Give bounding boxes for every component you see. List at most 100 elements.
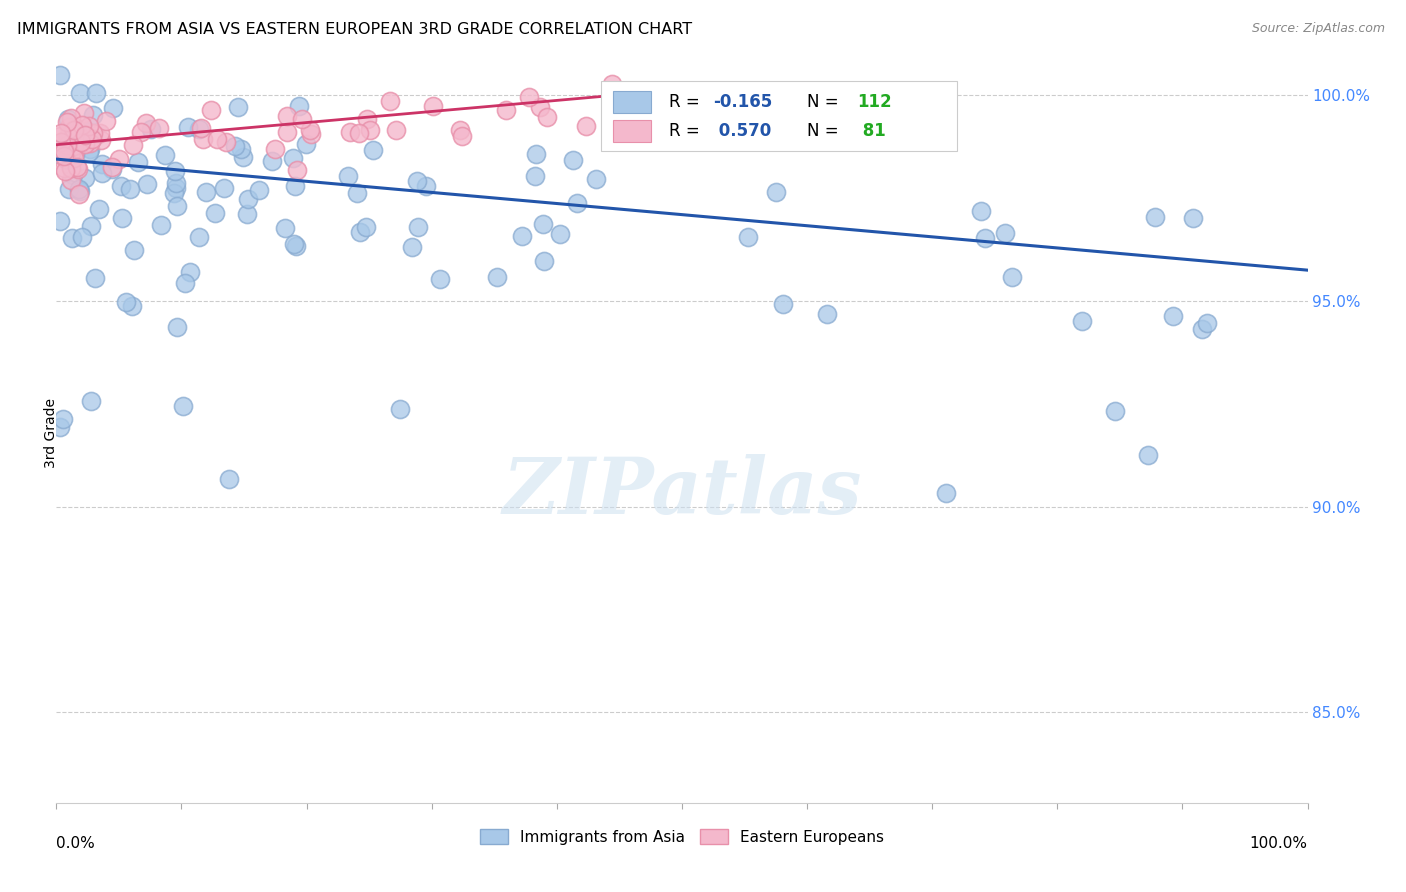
Point [129, 125, 152, 139]
Point [149, 219, 172, 233]
Point [58, 182, 80, 196]
Point [994, 226, 1017, 240]
Point [449, 123, 471, 137]
Text: 0.0%: 0.0% [56, 836, 96, 851]
Point [80, 219, 103, 233]
Point [96, 114, 118, 128]
Text: 0.570: 0.570 [713, 122, 772, 140]
Point [114, 294, 136, 309]
Point [339, 125, 361, 139]
Point [53, 163, 76, 178]
Point [80, 394, 103, 409]
Point [1104, 404, 1126, 418]
Point [136, 177, 159, 191]
Point [52, 142, 75, 156]
Point [59, 126, 82, 140]
Point [190, 120, 212, 135]
Point [176, 120, 198, 134]
Point [359, 123, 381, 137]
Point [205, 131, 228, 145]
Point [163, 186, 186, 201]
Point [512, 229, 534, 244]
Point [82, 131, 104, 145]
Point [101, 160, 124, 174]
Point [285, 163, 308, 178]
Point [56, 135, 79, 149]
Point [49, 129, 72, 144]
Text: 81: 81 [858, 122, 886, 140]
Point [49, 214, 72, 228]
Point [173, 276, 195, 290]
Point [63, 144, 86, 158]
Point [378, 94, 401, 108]
Point [108, 152, 131, 166]
Text: N =: N = [807, 122, 844, 140]
Point [62, 168, 84, 182]
Point [935, 486, 957, 500]
Text: N =: N = [807, 93, 844, 111]
Point [91, 157, 114, 171]
Point [401, 240, 423, 254]
Point [354, 220, 377, 235]
Point [561, 153, 583, 168]
Point [60, 231, 83, 245]
Point [139, 122, 162, 136]
Point [62, 123, 84, 137]
Point [59, 111, 82, 125]
Point [195, 185, 218, 199]
Point [49, 68, 72, 82]
Point [495, 103, 517, 117]
Point [1195, 316, 1218, 330]
Point [406, 219, 429, 234]
Point [772, 297, 794, 311]
Point [118, 182, 141, 196]
Point [276, 109, 298, 123]
Point [349, 225, 371, 239]
Point [84, 86, 107, 100]
Point [55, 137, 77, 152]
Point [58, 120, 80, 134]
Point [79, 142, 101, 156]
Point [224, 138, 246, 153]
Point [405, 174, 427, 188]
FancyBboxPatch shape [613, 120, 651, 143]
Point [565, 195, 588, 210]
Point [524, 146, 547, 161]
Point [53, 144, 76, 158]
Point [188, 230, 211, 244]
Point [65, 120, 87, 135]
Point [66, 160, 89, 174]
Point [127, 155, 149, 169]
Point [274, 220, 297, 235]
Text: -0.165: -0.165 [713, 93, 772, 111]
Point [56, 130, 79, 145]
Point [191, 132, 214, 146]
Point [67, 181, 90, 195]
Text: 112: 112 [858, 93, 891, 111]
Point [69, 86, 91, 100]
Point [388, 402, 411, 417]
Point [287, 99, 309, 113]
Point [69, 135, 91, 149]
Point [531, 217, 554, 231]
Point [79, 136, 101, 150]
Point [200, 103, 222, 118]
Point [415, 179, 437, 194]
Point [283, 151, 305, 165]
Point [276, 125, 298, 139]
Point [247, 183, 270, 197]
Point [429, 272, 451, 286]
Point [229, 142, 252, 156]
Point [1161, 309, 1184, 323]
Point [89, 126, 111, 140]
Point [67, 162, 90, 177]
Point [63, 139, 86, 153]
Text: Source: ZipAtlas.com: Source: ZipAtlas.com [1251, 22, 1385, 36]
FancyBboxPatch shape [613, 91, 651, 112]
Point [385, 123, 408, 137]
Point [51, 135, 73, 149]
Point [361, 143, 384, 157]
Point [75, 134, 97, 148]
Point [55, 153, 77, 167]
Y-axis label: 3rd Grade: 3rd Grade [44, 398, 58, 467]
